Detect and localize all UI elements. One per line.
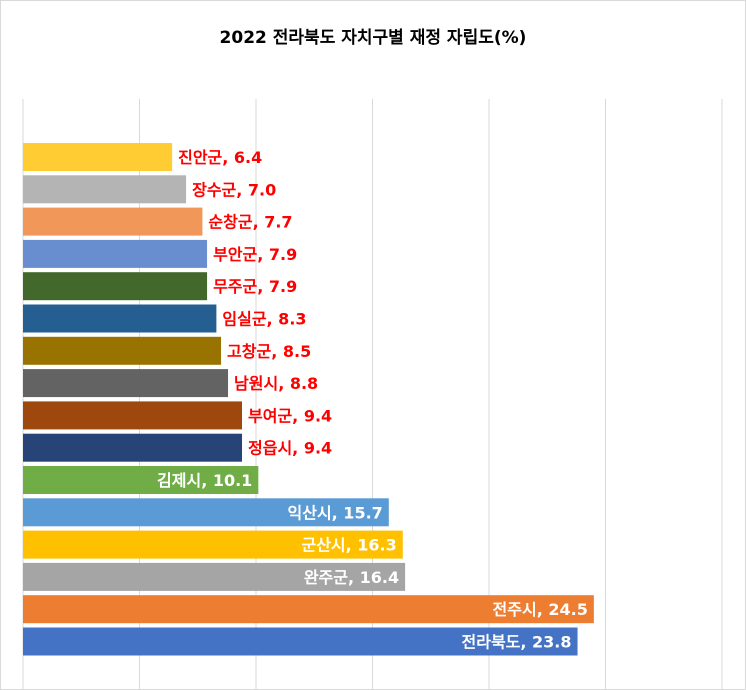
- bar-진안군: [23, 143, 173, 171]
- data-label-무주군: 무주군, 7.9: [213, 277, 297, 296]
- data-label-진안군: 진안군, 6.4: [178, 148, 262, 167]
- bar-무주군: [23, 272, 208, 301]
- data-labels: 진안군, 6.4 장수군, 7.0 순창군, 7.7 부안군, 7.9 무주군, 7.9…: [157, 148, 588, 652]
- data-label-고창군: 고창군, 8.5: [227, 342, 311, 361]
- bar-부여군: [23, 401, 243, 430]
- data-label-김제시: 김제시, 10.1: [157, 471, 252, 490]
- data-label-정읍시: 정읍시, 9.4: [248, 439, 332, 458]
- data-label-임실군: 임실군, 8.3: [222, 310, 306, 329]
- bar-전라북도: [23, 627, 578, 656]
- data-label-익산시: 익산시, 15.7: [288, 503, 383, 522]
- data-label-부안군: 부안군, 7.9: [213, 245, 297, 264]
- data-label-군산시: 군산시, 16.3: [301, 536, 396, 555]
- bar-부안군: [23, 239, 208, 268]
- data-label-완주군: 완주군, 16.4: [304, 568, 399, 587]
- bar-군산시: [23, 530, 403, 559]
- bar-정읍시: [23, 433, 243, 462]
- data-label-장수군: 장수군, 7.0: [192, 180, 276, 199]
- chart-title: 2022 전라북도 자치구별 재정 자립도(%): [219, 28, 527, 48]
- bars: [23, 143, 594, 656]
- bar-전주시: [23, 595, 594, 624]
- data-label-전주시: 전주시, 24.5: [493, 600, 588, 619]
- bar-고창군: [23, 336, 222, 365]
- bar-남원시: [23, 369, 229, 398]
- bar-장수군: [23, 175, 187, 204]
- bar-완주군: [23, 562, 406, 591]
- bar-김제시: [23, 466, 259, 494]
- data-label-전라북도: 전라북도, 23.8: [462, 633, 572, 652]
- data-label-부여군: 부여군, 9.4: [248, 406, 332, 425]
- bar-임실군: [23, 304, 217, 333]
- data-label-남원시: 남원시, 8.8: [234, 374, 318, 393]
- data-label-순창군: 순창군, 7.7: [208, 213, 292, 232]
- bar-익산시: [23, 498, 389, 527]
- bar-순창군: [23, 207, 203, 236]
